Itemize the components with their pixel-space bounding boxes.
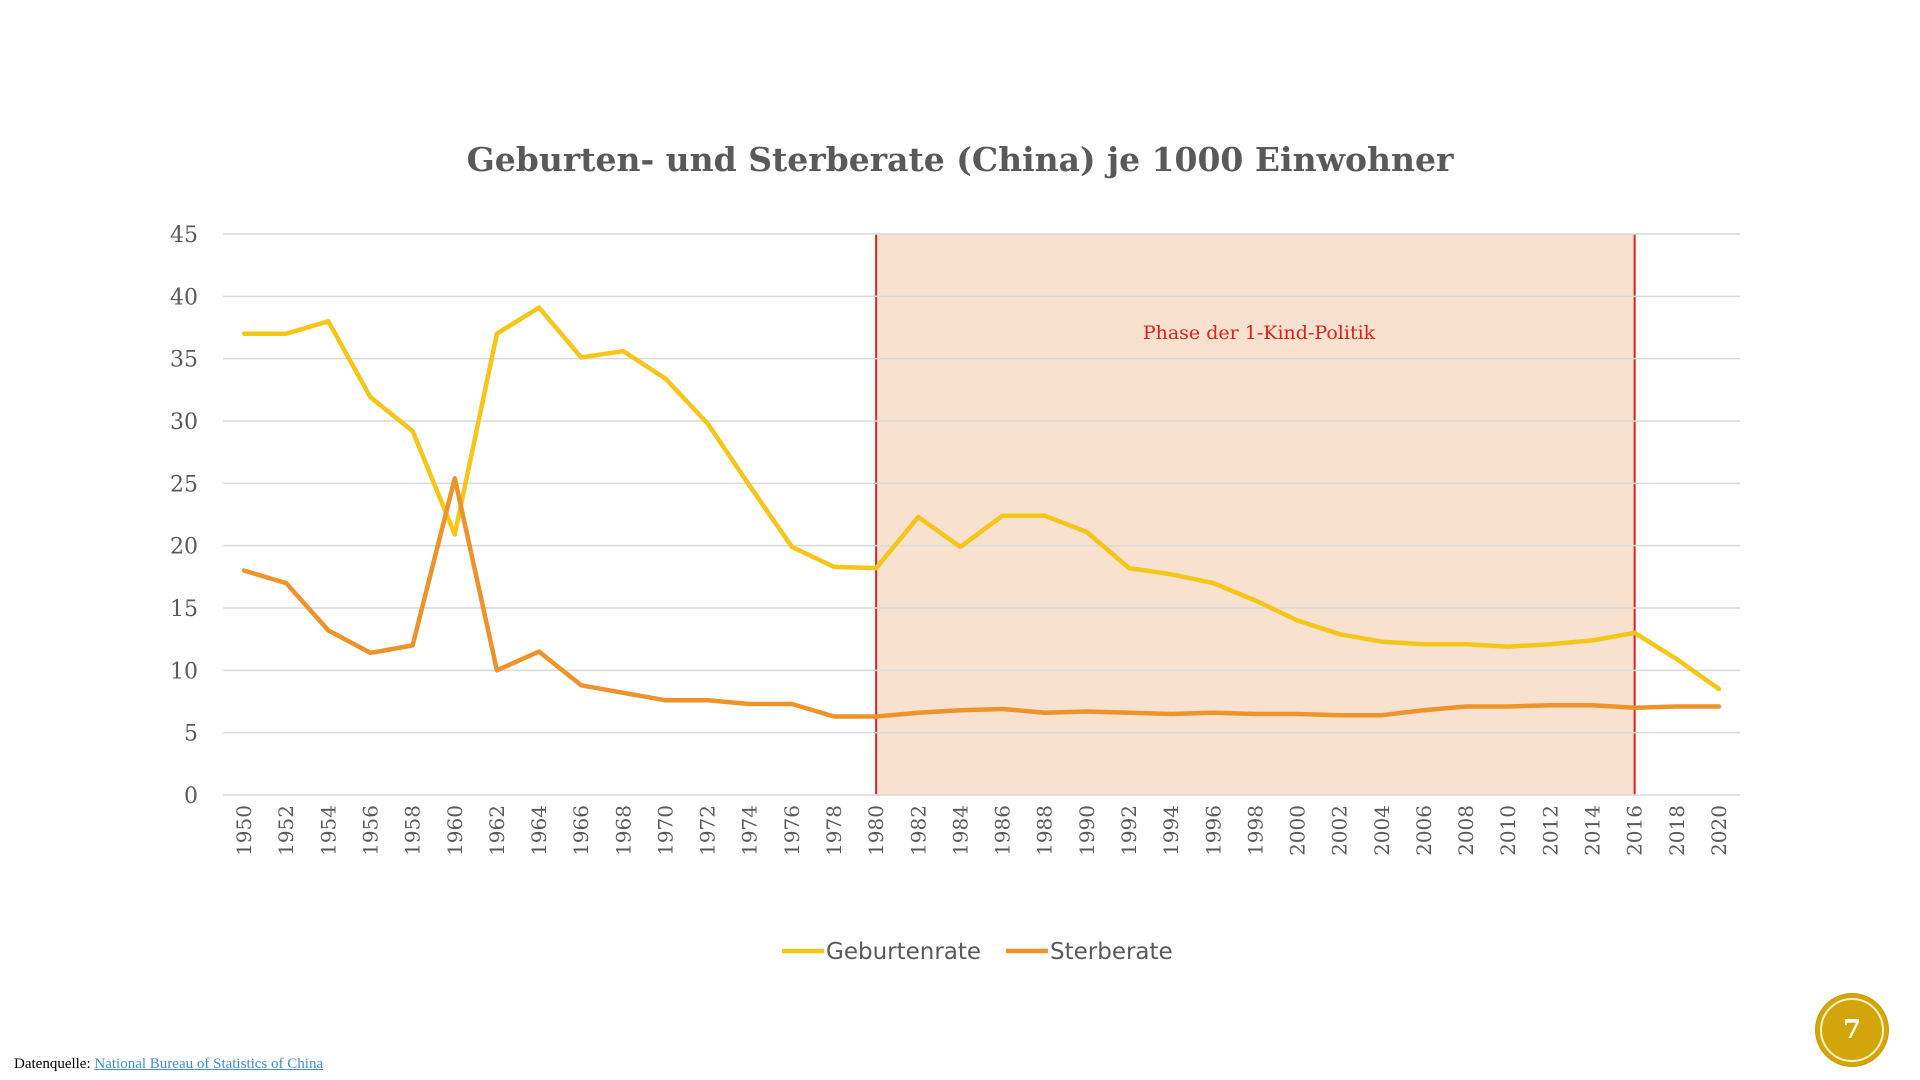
slide-number-badge: 7	[1816, 994, 1888, 1066]
x-tick-label: 1998	[1243, 805, 1267, 856]
x-tick-label: 1992	[1117, 805, 1141, 856]
x-tick-label: 2020	[1707, 805, 1731, 856]
data-source: Datenquelle: National Bureau of Statisti…	[14, 1056, 323, 1073]
chart-title: Geburten- und Sterberate (China) je 1000…	[466, 140, 1454, 179]
gridlines	[223, 233, 1740, 796]
x-tick-label: 2010	[1496, 805, 1520, 856]
x-tick-label: 1990	[1075, 805, 1099, 856]
y-tick-label: 35	[170, 348, 198, 373]
badge-ring	[1820, 998, 1884, 1062]
x-tick-label: 1980	[864, 805, 888, 856]
y-tick-label: 10	[170, 659, 198, 684]
x-tick-label: 1954	[316, 805, 340, 856]
data-source-link[interactable]: National Bureau of Statistics of China	[94, 1056, 324, 1072]
y-tick-label: 20	[170, 535, 198, 560]
x-tick-label: 1956	[358, 805, 382, 856]
x-tick-label: 1984	[948, 805, 972, 856]
legend-label: Sterberate	[1050, 939, 1173, 965]
y-tick-label: 25	[170, 472, 198, 497]
y-tick-label: 40	[170, 285, 198, 310]
x-tick-label: 1966	[569, 805, 593, 856]
x-tick-label: 1978	[822, 805, 846, 856]
data-source-label: Datenquelle:	[14, 1056, 91, 1072]
x-tick-label: 1982	[906, 805, 930, 856]
x-tick-label: 2004	[1370, 805, 1394, 856]
x-axis-ticks: 1950 1952 1954 1956 1958 1960 1962 1964 1966 1968…	[232, 805, 1731, 856]
highlight-label: Phase der 1-Kind-Politik	[1143, 322, 1376, 344]
legend-label: Geburtenrate	[826, 939, 981, 965]
x-tick-label: 1996	[1201, 805, 1225, 856]
x-tick-label: 2008	[1454, 805, 1478, 856]
x-tick-label: 2006	[1412, 805, 1436, 856]
x-tick-label: 1994	[1159, 805, 1183, 856]
series-line-sterberate	[241, 476, 1722, 719]
y-tick-label: 0	[184, 784, 198, 809]
y-tick-label: 30	[170, 410, 198, 435]
x-tick-label: 1960	[443, 805, 467, 856]
x-tick-label: 2012	[1538, 805, 1562, 856]
legend: Geburtenrate Sterberate	[782, 939, 1173, 965]
x-tick-label: 2016	[1623, 805, 1647, 856]
x-tick-label: 2000	[1286, 805, 1310, 856]
y-tick-label: 15	[170, 597, 198, 622]
y-tick-label: 5	[184, 722, 198, 747]
x-tick-label: 1988	[1033, 805, 1057, 856]
x-tick-label: 1962	[485, 805, 509, 856]
x-tick-label: 1968	[611, 805, 635, 856]
x-tick-label: 1964	[527, 805, 551, 856]
x-tick-label: 1970	[653, 805, 677, 856]
x-tick-label: 1958	[401, 805, 425, 856]
series-lines	[241, 305, 1722, 719]
x-tick-label: 1972	[696, 805, 720, 856]
x-tick-label: 2002	[1328, 805, 1352, 856]
x-tick-label: 2018	[1665, 805, 1689, 856]
x-tick-label: 1952	[274, 805, 298, 856]
y-axis-ticks: 0 5 10 15 20 25 30 35 40 45	[170, 223, 198, 809]
x-tick-label: 1950	[232, 805, 256, 856]
x-tick-label: 1986	[991, 805, 1015, 856]
slide-number: 7	[1842, 1015, 1862, 1045]
y-tick-label: 45	[170, 223, 198, 248]
x-tick-label: 1974	[738, 805, 762, 856]
series-line-geburtenrate	[241, 305, 1722, 692]
x-tick-label: 1976	[780, 805, 804, 856]
x-tick-label: 2014	[1581, 805, 1605, 856]
